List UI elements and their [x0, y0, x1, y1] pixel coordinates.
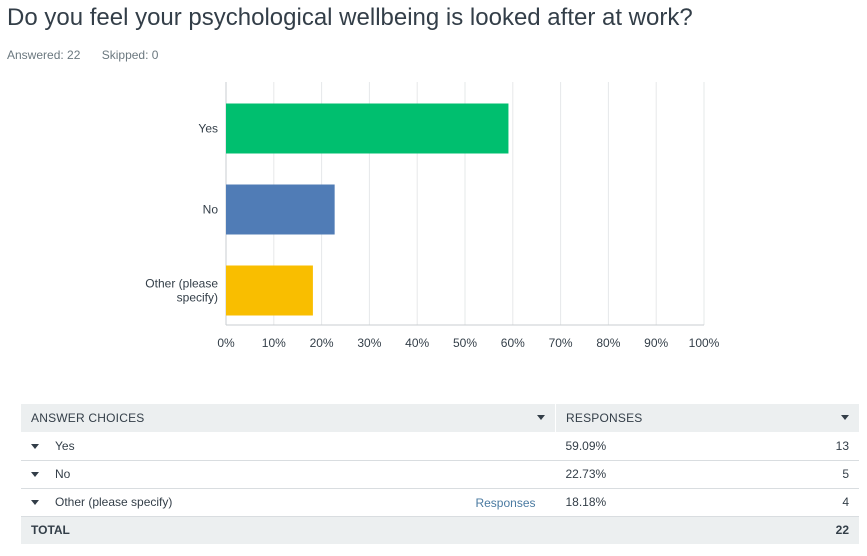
- responses-header-label: RESPONSES: [566, 411, 643, 425]
- x-tick-label: 70%: [549, 336, 573, 350]
- response-count: 4: [842, 495, 849, 509]
- x-tick-label: 100%: [689, 336, 720, 350]
- answer-choice: No: [55, 467, 71, 481]
- answer-choices-header-label: ANSWER CHOICES: [31, 411, 145, 425]
- response-percent: 22.73%: [565, 467, 607, 481]
- response-count: 5: [842, 467, 849, 481]
- answer-cell: Other (please specify) Responses: [21, 488, 556, 516]
- category-label: specify): [177, 291, 218, 305]
- table-header-row: ANSWER CHOICES RESPONSES: [21, 404, 859, 432]
- category-label: Other (please: [145, 277, 218, 291]
- bar[interactable]: [226, 265, 313, 316]
- x-tick-label: 50%: [453, 336, 477, 350]
- answer-cell: Yes: [21, 432, 556, 460]
- results-table: ANSWER CHOICES RESPONSES Yes 59.09% 13 N: [21, 404, 859, 544]
- answer-choice: Other (please specify): [55, 495, 173, 509]
- expand-arrow-icon[interactable]: [31, 472, 39, 478]
- x-tick-label: 60%: [501, 336, 525, 350]
- x-tick-label: 80%: [596, 336, 620, 350]
- x-tick-label: 30%: [357, 336, 381, 350]
- response-stats: Answered: 22 Skipped: 0: [7, 48, 176, 62]
- sort-arrow-icon[interactable]: [537, 415, 545, 420]
- expand-arrow-icon[interactable]: [31, 444, 39, 450]
- table-row: No 22.73% 5: [21, 460, 859, 488]
- responses-link[interactable]: Responses: [475, 495, 536, 510]
- answer-choices-header[interactable]: ANSWER CHOICES: [21, 404, 556, 432]
- response-percent: 18.18%: [565, 495, 607, 509]
- bar[interactable]: [226, 184, 335, 235]
- sort-arrow-icon[interactable]: [841, 415, 849, 420]
- category-label: No: [203, 203, 219, 217]
- question-title: Do you feel your psychological wellbeing…: [7, 4, 693, 31]
- response-count: 13: [835, 438, 849, 453]
- x-tick-label: 10%: [262, 336, 286, 350]
- bar[interactable]: [226, 103, 509, 154]
- table-row: Other (please specify) Responses 18.18% …: [21, 488, 859, 516]
- response-percent: 59.09%: [565, 438, 607, 453]
- x-tick-label: 20%: [310, 336, 334, 350]
- total-count: 22: [835, 523, 849, 538]
- expand-arrow-icon[interactable]: [31, 500, 39, 506]
- table-row: Yes 59.09% 13: [21, 432, 859, 460]
- answer-cell: No: [21, 460, 556, 488]
- total-label: TOTAL: [31, 523, 70, 538]
- x-tick-label: 40%: [405, 336, 429, 350]
- skipped-count: Skipped: 0: [101, 48, 159, 62]
- category-label: Yes: [198, 122, 218, 136]
- total-row: TOTAL 22: [21, 516, 859, 544]
- responses-header[interactable]: RESPONSES: [556, 404, 860, 432]
- x-tick-label: 0%: [217, 336, 235, 350]
- answer-choice: Yes: [55, 438, 75, 453]
- x-tick-label: 90%: [644, 336, 668, 350]
- answered-count: Answered: 22: [7, 48, 81, 62]
